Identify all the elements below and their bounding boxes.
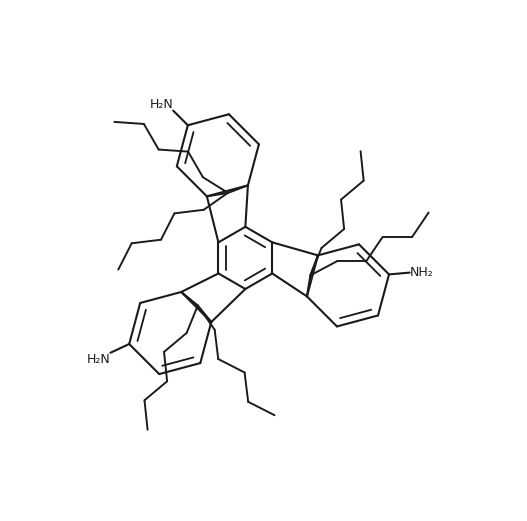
Text: NH₂: NH₂ [409,266,433,279]
Text: H₂N: H₂N [150,97,173,110]
Text: H₂N: H₂N [86,353,111,366]
